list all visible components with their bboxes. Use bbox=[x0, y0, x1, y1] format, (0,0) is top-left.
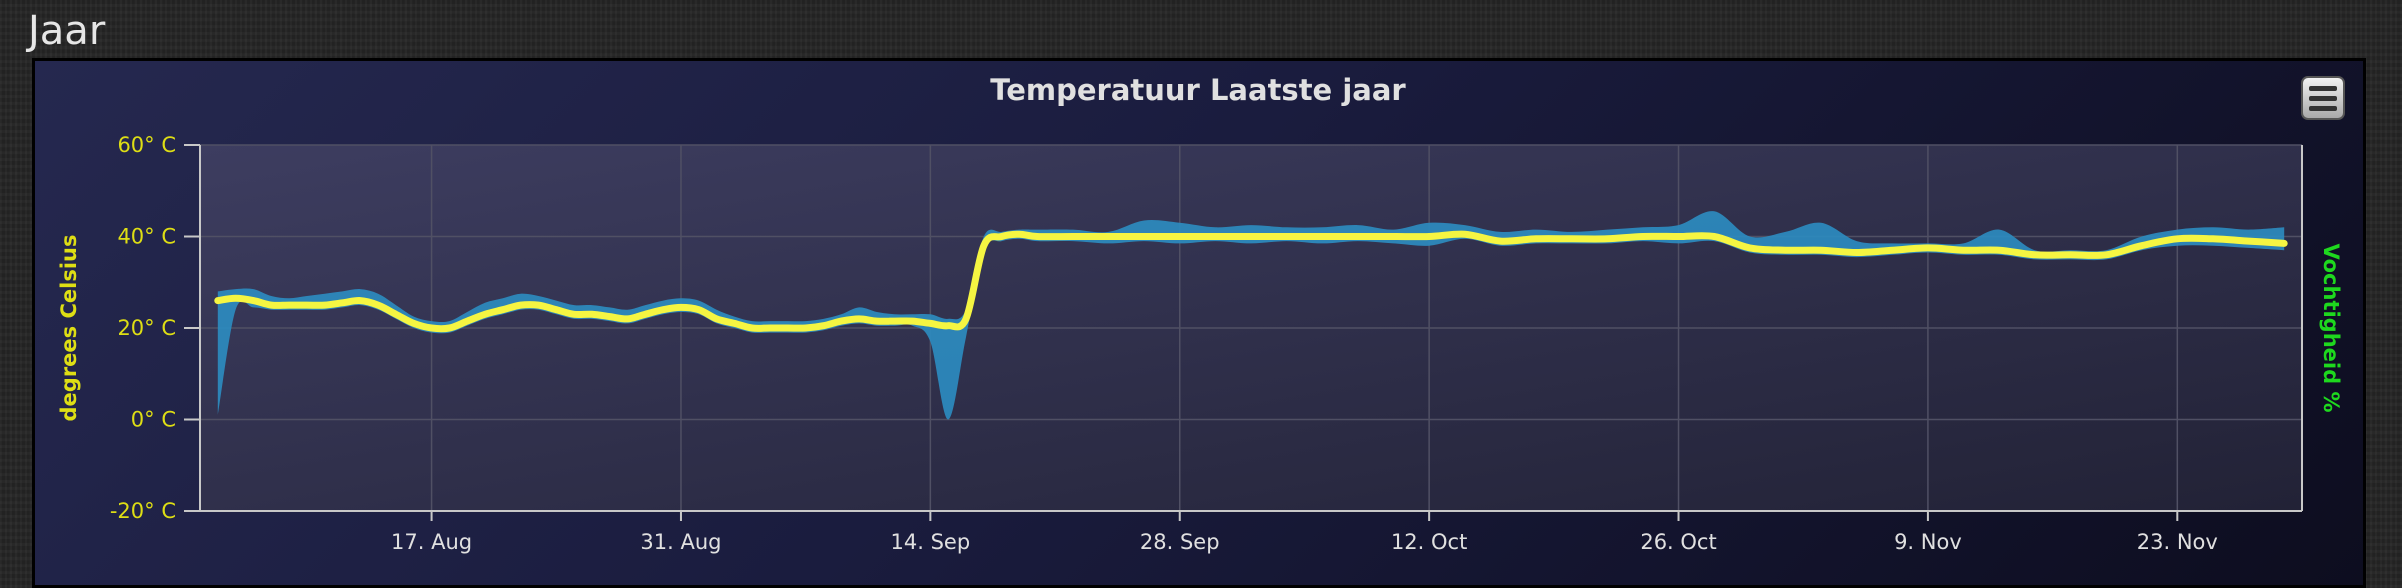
x-tick-label: 9. Nov bbox=[1894, 530, 1962, 554]
chart-title: Temperatuur Laatste jaar bbox=[990, 73, 1406, 107]
y-tick-label: 40° C bbox=[117, 225, 176, 249]
hamburger-menu-icon[interactable] bbox=[2301, 76, 2345, 120]
x-tick-label: 17. Aug bbox=[391, 530, 472, 554]
chart: 60° C 40° C 20° C 0° C -20° C 17. Aug 31. Aug 1… bbox=[57, 73, 2343, 554]
y-tick-label: 60° C bbox=[117, 133, 176, 157]
x-tick-label: 14. Sep bbox=[891, 530, 971, 554]
menu-bar bbox=[2309, 85, 2337, 91]
y-axis-label-right: Vochtigheid % bbox=[2319, 244, 2343, 413]
x-tick-label: 28. Sep bbox=[1140, 530, 1220, 554]
menu-bar bbox=[2309, 105, 2337, 111]
x-tick-label: 12. Oct bbox=[1391, 530, 1467, 554]
x-tick-label: 26. Oct bbox=[1640, 530, 1716, 554]
y-tick-label: 0° C bbox=[131, 408, 176, 432]
x-tick-label: 23. Nov bbox=[2137, 530, 2218, 554]
menu-bar bbox=[2309, 95, 2337, 101]
temperature-line-series bbox=[214, 230, 2288, 333]
y-tick-label: -20° C bbox=[110, 499, 176, 523]
x-tick-label: 31. Aug bbox=[640, 530, 721, 554]
y-tick-label: 20° C bbox=[117, 316, 176, 340]
y-axis-label-left: degrees Celsius bbox=[57, 235, 81, 422]
section-title: Jaar bbox=[28, 8, 106, 54]
